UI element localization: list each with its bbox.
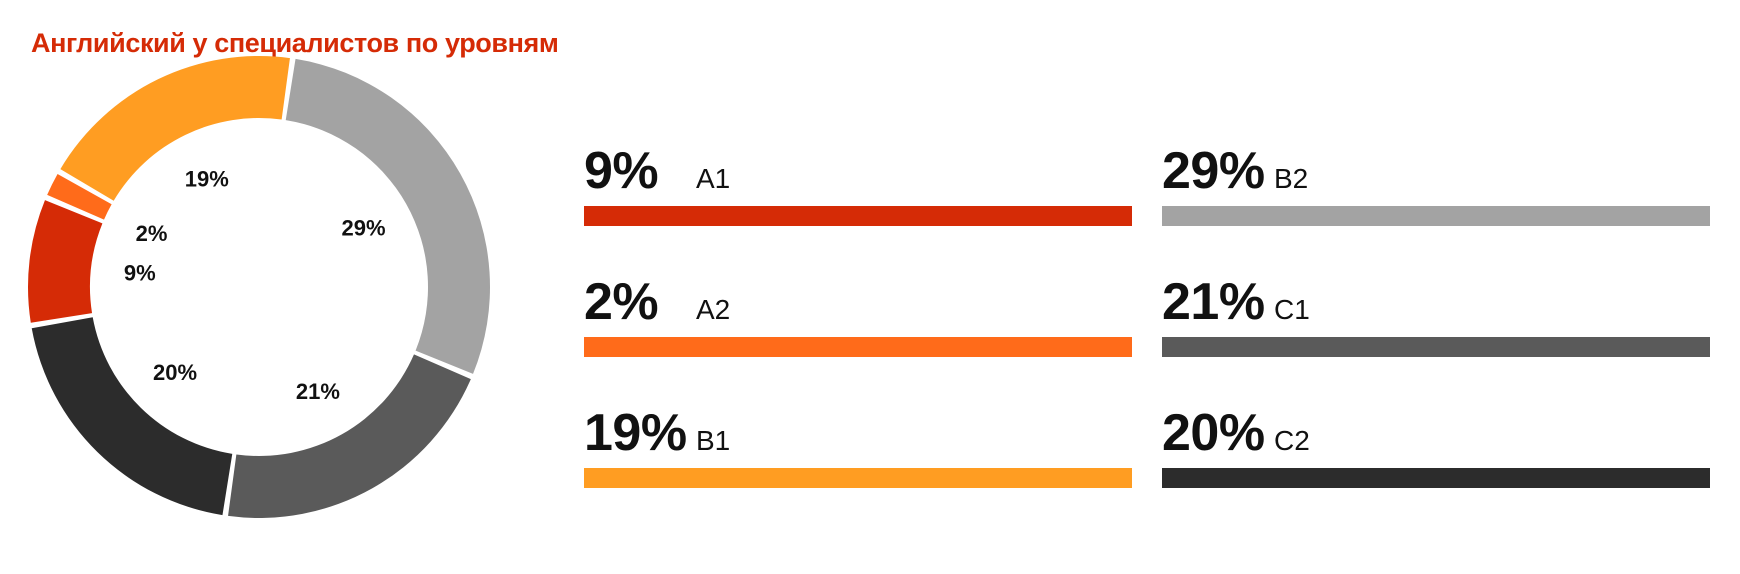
legend-item-c2: 20% C2: [1162, 404, 1710, 497]
donut-slice-b2: [285, 58, 490, 374]
donut-label-c2: 20%: [153, 360, 197, 385]
legend-value: 2%: [584, 273, 659, 331]
legend-label: C1: [1274, 294, 1310, 325]
legend-color-bar: [1162, 468, 1710, 488]
donut-chart: 19% 29% 21% 20% 9% 2%: [28, 55, 490, 518]
donut-label-b1: 19%: [185, 166, 229, 191]
legend-color-bar: [1162, 337, 1710, 357]
legend-color-bar: [1162, 206, 1710, 226]
legend-item-a1: 9% A1: [584, 142, 1132, 235]
legend-label: C2: [1274, 425, 1310, 456]
legend-value: 29%: [1162, 142, 1265, 200]
donut-label-a2: 2%: [136, 221, 168, 246]
legend-color-bar: [584, 468, 1132, 488]
legend-label: A1: [696, 163, 731, 194]
donut-label-c1: 21%: [296, 379, 340, 404]
donut-slice-c1: [228, 354, 471, 518]
legend-value: 9%: [584, 142, 659, 200]
legend-item-c1: 21% C1: [1162, 273, 1710, 366]
legend-label: B2: [1274, 163, 1309, 194]
donut-label-b2: 29%: [342, 216, 386, 241]
donut-slice-a2: [47, 173, 112, 220]
donut-slice-c2: [31, 317, 233, 516]
donut-slice-a1: [28, 200, 103, 323]
chart-title: Английский у специалистов по уровням: [31, 28, 559, 58]
legend-value: 19%: [584, 404, 687, 462]
legend-value: 20%: [1162, 404, 1265, 462]
donut-label-a1: 9%: [124, 261, 156, 286]
legend-color-bar: [584, 206, 1132, 226]
legend-value: 21%: [1162, 273, 1265, 331]
legend-item-b1: 19% B1: [584, 404, 1132, 497]
donut-slice-b1: [60, 55, 290, 201]
legend-label: B1: [696, 425, 731, 456]
legend-item-b2: 29% B2: [1162, 142, 1710, 235]
legend-color-bar: [584, 337, 1132, 357]
legend-label: A2: [696, 294, 731, 325]
legend-item-a2: 2% A2: [584, 273, 1132, 366]
